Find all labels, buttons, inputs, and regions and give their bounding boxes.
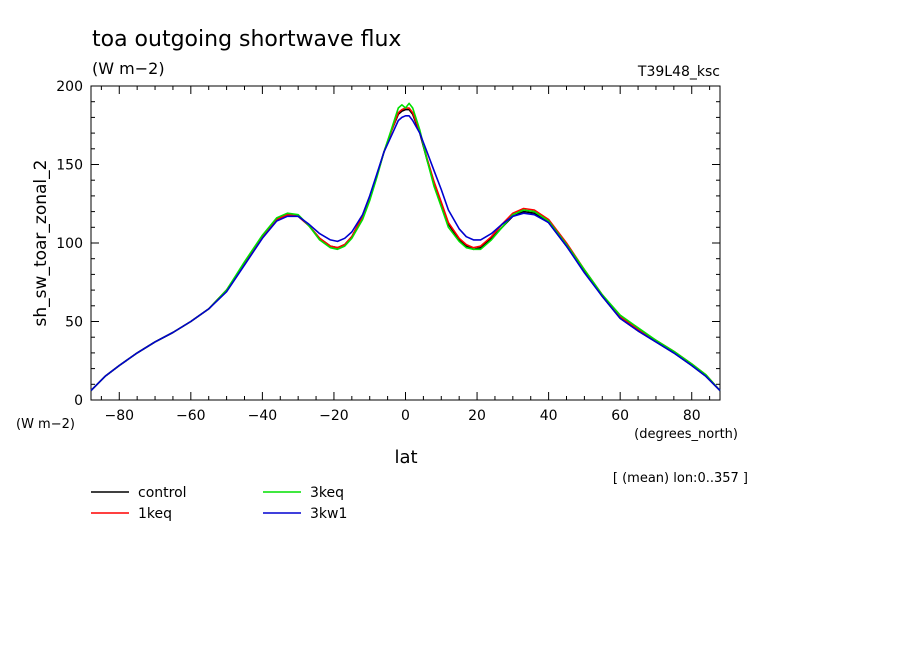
legend: control 1keq 3keq 3kw1	[91, 485, 347, 522]
run-label: T39L48_ksc	[637, 64, 720, 80]
x-tick-label: 40	[540, 408, 558, 424]
chart-title: toa outgoing shortwave flux	[92, 27, 401, 52]
y-tick-label: 100	[56, 236, 83, 252]
legend-label-1keq: 1keq	[138, 506, 172, 522]
legend-label-control: control	[138, 485, 187, 501]
series-line-3kw1	[90, 115, 721, 392]
x-tick-label: −80	[104, 408, 134, 424]
x-tick-label: −40	[248, 408, 278, 424]
series-lines	[90, 102, 721, 392]
x-axis-units: (degrees_north)	[634, 427, 738, 442]
x-tick-label: −60	[176, 408, 206, 424]
plot-frame	[90, 85, 721, 401]
series-line-control	[90, 108, 721, 392]
series-line-1keq	[90, 107, 721, 392]
x-tick-label: −20	[319, 408, 349, 424]
y-tick-label: 0	[74, 393, 83, 409]
legend-label-3keq: 3keq	[310, 485, 344, 501]
series-line-3keq	[90, 102, 721, 392]
x-tick-label: 0	[401, 408, 410, 424]
y-axis-label: sh_sw_toar_zonal_2	[31, 160, 51, 327]
chart-subtitle: (W m−2)	[92, 59, 165, 78]
x-tick-label: 60	[611, 408, 629, 424]
y-tick-label: 50	[65, 315, 83, 331]
y-tick-label: 200	[56, 79, 83, 95]
y-axis-units: (W m−2)	[16, 417, 75, 432]
axes: −80 −60 −40 −20 0 20 40 60 80 0 50 100 150 200	[56, 79, 721, 424]
y-tick-label: 150	[56, 158, 83, 174]
x-axis-label: lat	[394, 447, 417, 468]
averaging-note: [ (mean) lon:0..357 ]	[613, 471, 748, 486]
x-tick-label: 20	[468, 408, 486, 424]
legend-label-3kw1: 3kw1	[310, 506, 347, 522]
x-tick-label: 80	[683, 408, 701, 424]
